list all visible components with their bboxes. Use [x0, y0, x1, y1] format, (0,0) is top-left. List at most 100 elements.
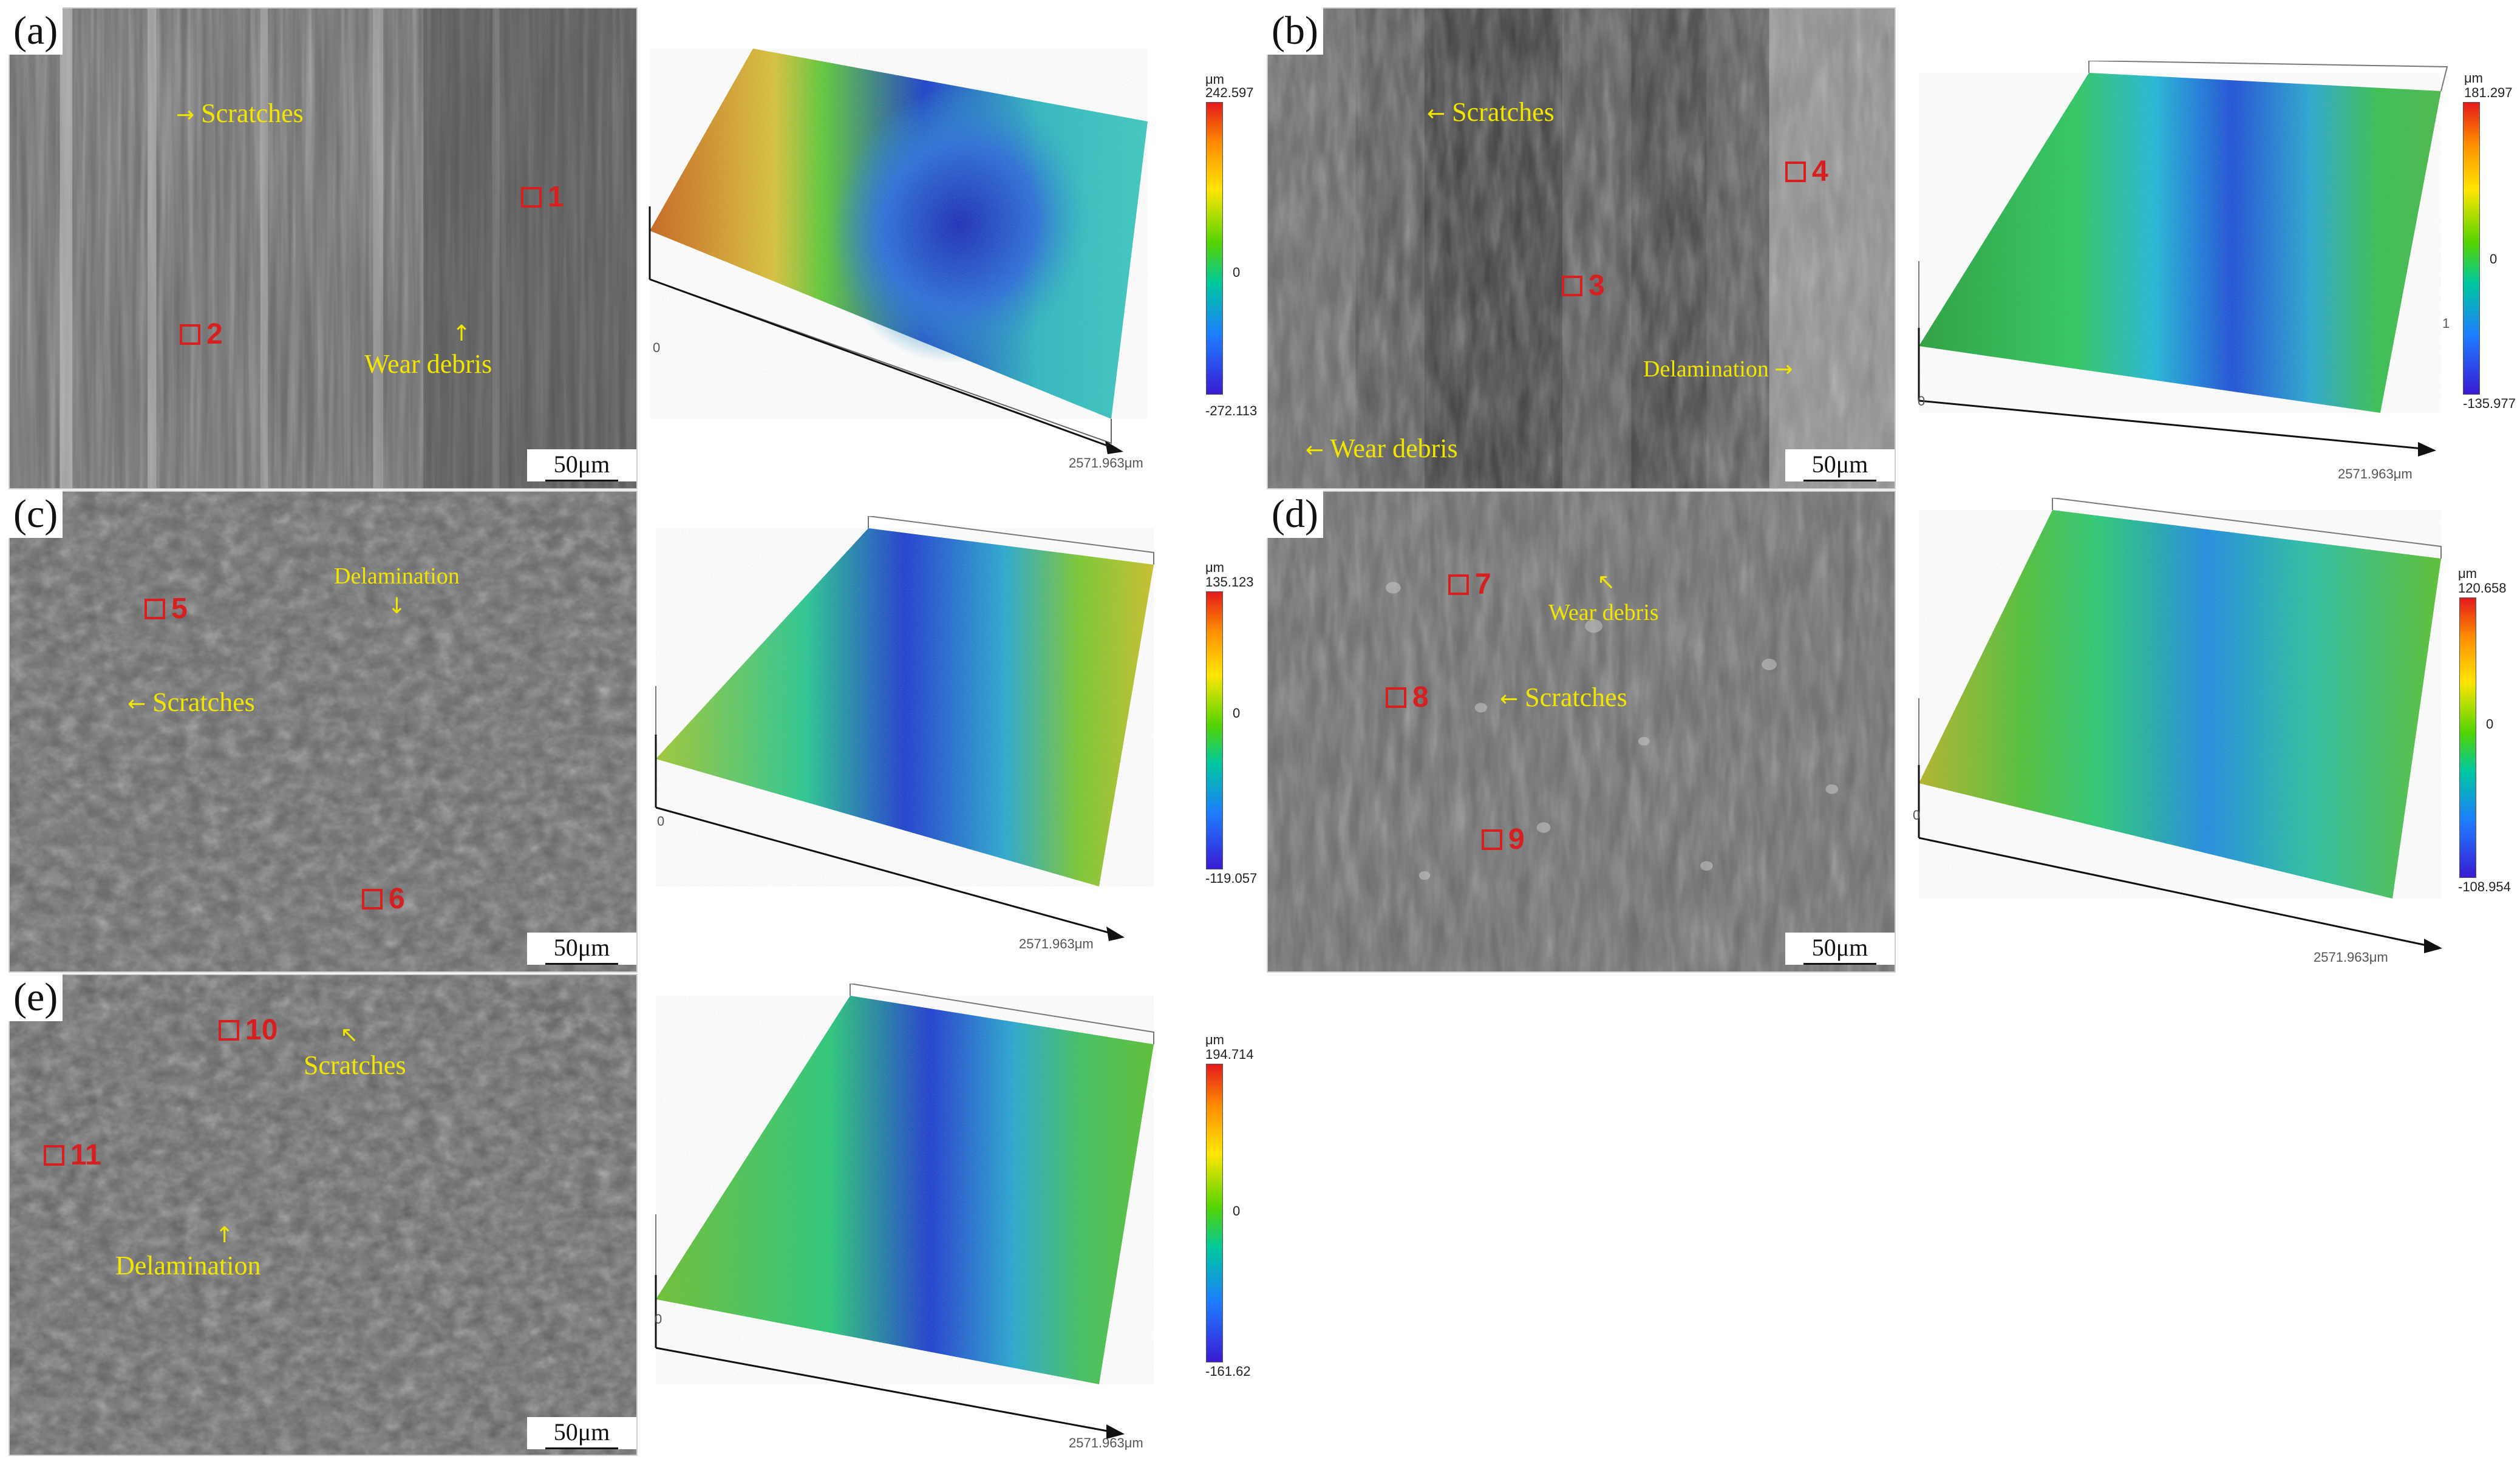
axis-origin-e: 0 [655, 1311, 662, 1327]
colorbar-unit-c: μm [1205, 560, 1225, 575]
colorbar-zero-b: 0 [2490, 251, 2498, 267]
panel-label-a: (a) [9, 7, 63, 55]
panel-label-e: (e) [9, 974, 63, 1021]
axis-length-e: 2571.963μm [1069, 1435, 1143, 1450]
site-box [1386, 687, 1406, 708]
topography-3d-c [650, 516, 1196, 965]
panel-label-d: (d) [1267, 491, 1323, 538]
colorbar-unit-d: μm [2458, 566, 2477, 581]
topography-surface-b [1918, 61, 2448, 457]
axis-length-d: 2571.963μm [2314, 950, 2388, 965]
annotation-delamination-e: ↑ Delamination [115, 1223, 261, 1280]
panel-label-b: (b) [1267, 7, 1323, 55]
site-marker-7: 7 [1448, 570, 1491, 600]
axis-length-b: 2571.963μm [2338, 466, 2413, 481]
annotation-wear-debris-a: ↑ Wear debris [364, 321, 492, 379]
site-marker-11: 11 [44, 1140, 101, 1171]
sem-image-e [9, 974, 638, 1456]
sem-texture-d [1268, 492, 1895, 971]
colorbar-unit-b: μm [2464, 70, 2484, 86]
colorbar-min-b: -135.977 [2463, 396, 2516, 411]
axis-length-a: 2571.963μm [1069, 455, 1143, 471]
colorbar-d [2459, 597, 2476, 878]
site-marker-2: 2 [180, 319, 223, 350]
axis-origin-d: 0 [1913, 807, 1921, 823]
axis-origin-a: 0 [653, 340, 661, 355]
colorbar-max-b: 181.297 [2464, 85, 2513, 100]
colorbar-zero-d: 0 [2486, 716, 2494, 732]
topography-3d-b [1907, 61, 2453, 486]
colorbar-unit-a: μm [1205, 72, 1225, 87]
axis-extra-tick-b: 1 [2442, 316, 2450, 331]
sem-texture-c [10, 492, 636, 971]
site-marker-5: 5 [145, 594, 188, 624]
sem-texture-a [10, 8, 636, 488]
colorbar-a [1206, 102, 1223, 395]
annotation-scratches-b: ← Scratches [1427, 97, 1555, 127]
colorbar-e [1206, 1064, 1223, 1362]
site-marker-8: 8 [1386, 682, 1429, 713]
site-box [1562, 276, 1582, 296]
colorbar-b [2463, 102, 2480, 395]
annotation-wear-debris-b: ← Wear debris [1306, 433, 1458, 463]
site-marker-3: 3 [1562, 271, 1605, 301]
site-box [521, 187, 542, 208]
annotation-delamination-c: Delamination ↓ [334, 563, 460, 619]
annotation-wear-debris-d: ↖ Wear debris [1548, 570, 1659, 625]
colorbar-max-c: 135.123 [1205, 574, 1254, 590]
annotation-scratches-a: → Scratches [176, 98, 304, 128]
topography-surface-a [649, 49, 1148, 454]
axis-origin-c: 0 [657, 814, 665, 829]
scale-bar-c: 50μm [527, 933, 636, 965]
sem-image-d [1267, 491, 1896, 973]
sem-image-a [9, 7, 638, 489]
topography-3d-e [650, 984, 1196, 1445]
colorbar-max-d: 120.658 [2458, 580, 2507, 596]
annotation-scratches-d: ← Scratches [1500, 682, 1627, 712]
colorbar-min-d: -108.954 [2458, 879, 2511, 894]
site-marker-6: 6 [362, 884, 405, 914]
sem-image-c [9, 491, 638, 973]
topography-surface-c [655, 516, 1154, 941]
site-marker-9: 9 [1482, 824, 1525, 855]
site-box [1482, 829, 1502, 850]
topography-3d-a [644, 24, 1190, 486]
site-box [145, 599, 165, 619]
site-box [1785, 162, 1806, 182]
colorbar-unit-e: μm [1205, 1032, 1225, 1047]
axis-length-c: 2571.963μm [1019, 936, 1094, 951]
annotation-delamination-b: Delamination → [1643, 356, 1793, 382]
colorbar-min-c: -119.057 [1205, 871, 1258, 886]
scale-bar-d: 50μm [1785, 933, 1895, 965]
site-box [180, 324, 200, 345]
topography-3d-d [1907, 498, 2453, 959]
colorbar-c [1206, 591, 1223, 869]
colorbar-min-a: -272.113 [1205, 403, 1258, 418]
annotation-scratches-e: ↖ Scratches [304, 1022, 406, 1080]
annotation-scratches-c: ← Scratches [128, 687, 255, 717]
colorbar-min-e: -161.62 [1205, 1364, 1251, 1379]
sem-texture-b [1268, 8, 1895, 488]
colorbar-zero-c: 0 [1233, 706, 1241, 721]
axis-origin-b: 0 [1918, 393, 1926, 409]
site-box [44, 1145, 64, 1166]
site-box [219, 1020, 239, 1041]
scale-bar-a: 50μm [527, 449, 636, 481]
scale-bar-e: 50μm [527, 1417, 636, 1449]
colorbar-zero-a: 0 [1233, 265, 1241, 280]
topography-surface-d [1918, 498, 2442, 953]
topography-surface-e [655, 984, 1154, 1439]
sem-image-b [1267, 7, 1896, 489]
colorbar-max-e: 194.714 [1205, 1047, 1254, 1062]
sem-texture-e [10, 975, 636, 1455]
site-marker-1: 1 [521, 182, 564, 212]
site-box [1448, 574, 1469, 595]
scale-bar-b: 50μm [1785, 449, 1895, 481]
panel-label-c: (c) [9, 491, 63, 538]
site-box [362, 889, 383, 909]
site-marker-4: 4 [1785, 157, 1828, 187]
site-marker-10: 10 [219, 1015, 278, 1046]
colorbar-max-a: 242.597 [1205, 85, 1254, 100]
colorbar-zero-e: 0 [1233, 1203, 1241, 1219]
